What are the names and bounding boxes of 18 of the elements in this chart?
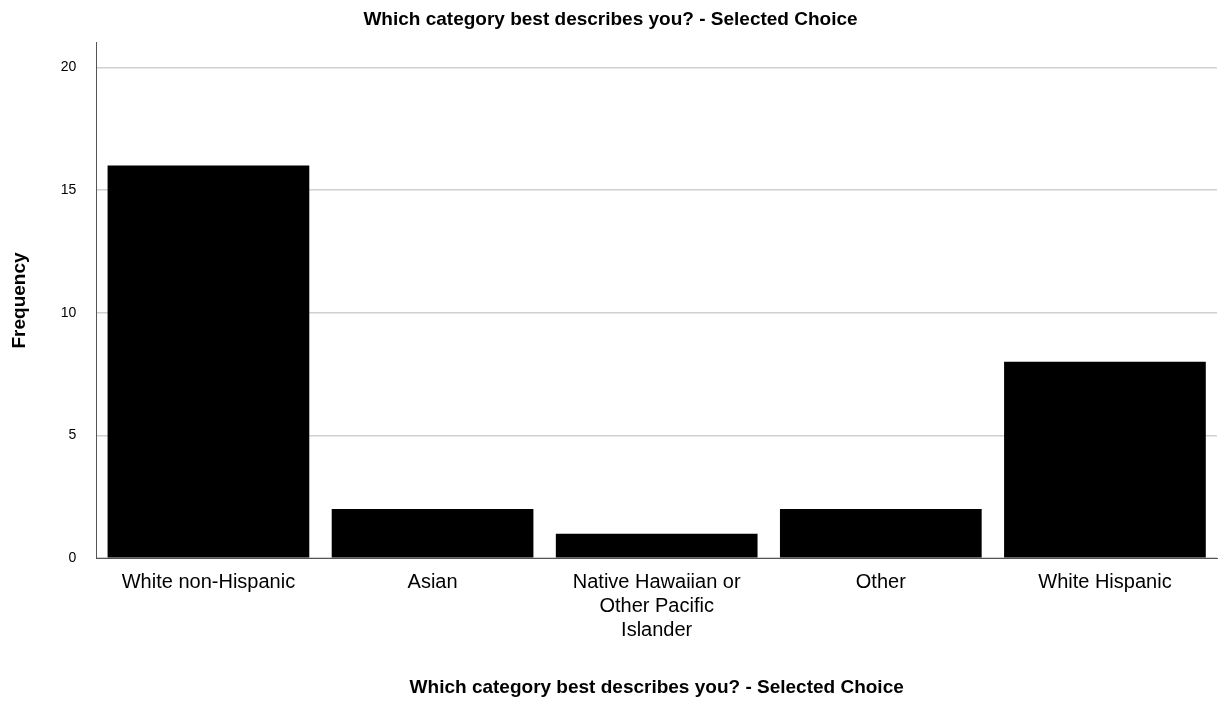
y-tick-label: 10 bbox=[60, 303, 77, 320]
y-tick-label: 15 bbox=[60, 180, 77, 197]
x-tick-label: White non-Hispanic bbox=[121, 569, 296, 592]
bar bbox=[331, 509, 534, 558]
x-tick-label: White Hispanic bbox=[1038, 569, 1172, 592]
y-tick-label: 5 bbox=[68, 426, 77, 443]
y-axis-title: Frequency bbox=[7, 252, 29, 349]
x-tick-label: Asian bbox=[407, 569, 458, 592]
y-tick-label: 0 bbox=[68, 549, 77, 566]
x-axis-title: Which category best describes you? - Selected Choice bbox=[409, 675, 904, 697]
bar bbox=[107, 165, 310, 558]
x-tick-label: Other bbox=[855, 569, 907, 592]
bar bbox=[779, 509, 982, 558]
bar bbox=[555, 533, 758, 558]
bar bbox=[1004, 361, 1206, 558]
chart-title: Which category best describes you? - Selected Choice bbox=[363, 7, 858, 29]
y-tick-label: 20 bbox=[60, 58, 77, 75]
x-tick-label: Native Hawaiian or Other Pacific Islander bbox=[572, 569, 741, 640]
